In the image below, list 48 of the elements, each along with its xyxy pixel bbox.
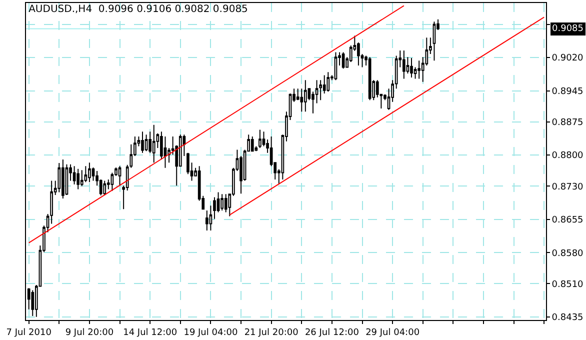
y-tick-label: 0.8875 — [552, 118, 584, 128]
y-tick-label: 0.8580 — [552, 248, 584, 259]
candlestick — [118, 166, 122, 186]
candlestick — [319, 80, 322, 101]
candlestick — [410, 57, 413, 78]
candlestick — [258, 129, 262, 148]
candlestick — [213, 196, 216, 220]
candlestick — [141, 131, 144, 154]
candlestick — [432, 21, 436, 62]
candlestick — [80, 170, 84, 187]
candlestick — [144, 134, 148, 152]
x-tick-label: 29 Jul 04:00 — [366, 328, 420, 338]
candlestick — [205, 210, 208, 231]
x-tick-label: 19 Jul 04:00 — [184, 328, 238, 338]
candlestick — [76, 168, 80, 190]
candlestick — [84, 166, 88, 183]
candlestick — [92, 166, 95, 182]
candlestick — [152, 124, 156, 164]
candlestick — [368, 56, 372, 101]
candlestick — [326, 72, 330, 92]
y-tick-label: 0.8800 — [552, 151, 584, 162]
candlestick — [164, 136, 167, 168]
candlestick — [220, 194, 224, 211]
chart-title: AUDUSD.,H4 0.9096 0.9106 0.9082 0.9085 — [28, 4, 248, 16]
y-tick-label: 0.9020 — [552, 54, 584, 64]
x-tick-label: 9 Jul 20:00 — [65, 328, 114, 338]
candlestick — [402, 50, 406, 80]
y-tick-label: 0.8655 — [552, 216, 584, 226]
x-tick-label: 7 Jul 2010 — [6, 328, 52, 338]
candlestick — [88, 162, 91, 183]
candlestick — [342, 52, 345, 70]
candlestick — [304, 80, 307, 112]
candlestick — [418, 60, 421, 80]
candlestick — [224, 194, 228, 213]
candlestick — [103, 180, 106, 196]
y-tick-label: 0.8730 — [552, 182, 584, 192]
candlestick — [72, 166, 76, 185]
y-tick-label: 0.8510 — [552, 280, 584, 290]
x-tick-label: 26 Jul 12:00 — [304, 328, 360, 338]
candlestick — [209, 205, 212, 231]
candlestick — [334, 52, 338, 81]
x-tick-label: 21 Jul 20:00 — [244, 328, 299, 338]
y-tick-label: 0.8945 — [552, 86, 584, 97]
candlestick — [250, 136, 254, 152]
candlestick — [62, 159, 64, 200]
y-tick-label: 0.8435 — [552, 313, 584, 324]
x-tick-label: 14 Jul 12:00 — [123, 328, 178, 338]
ref-line-label: 0.9085 — [552, 24, 584, 34]
